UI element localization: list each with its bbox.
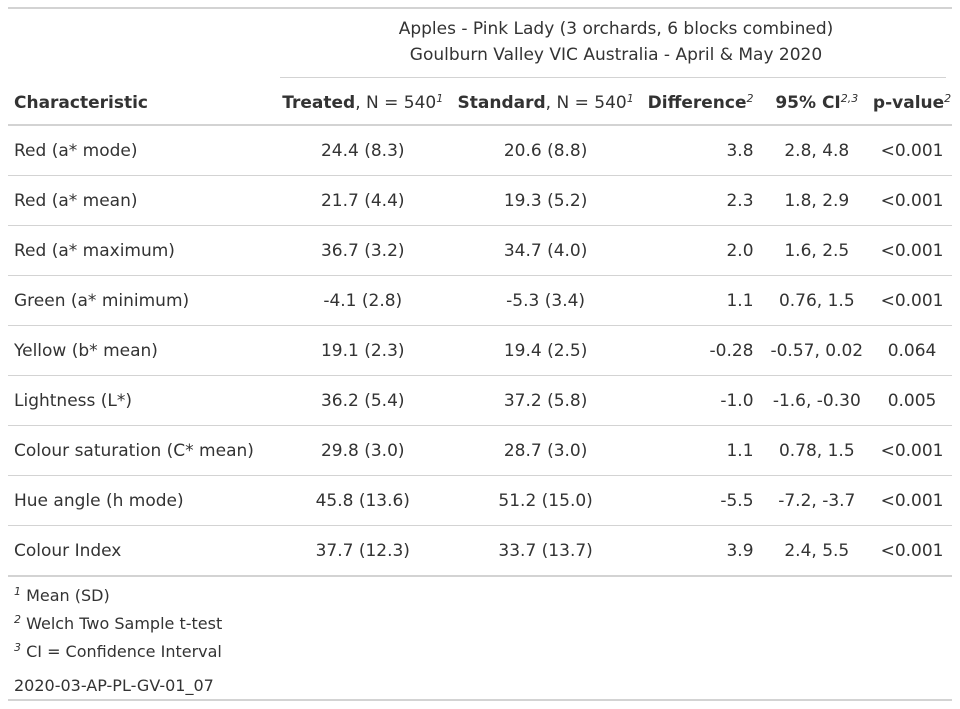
table-row: Red (a* maximum) 36.7 (3.2) 34.7 (4.0) 2… bbox=[8, 225, 952, 276]
cell-difference: -0.28 bbox=[640, 325, 762, 376]
table-row: Colour Index 37.7 (12.3) 33.7 (13.7) 3.9… bbox=[8, 525, 952, 577]
cell-difference: 1.1 bbox=[640, 275, 762, 326]
cell-standard: 28.7 (3.0) bbox=[451, 425, 641, 476]
spanner-line-2: Goulburn Valley VIC Australia - April & … bbox=[409, 45, 823, 65]
cell-pvalue: <0.001 bbox=[872, 525, 952, 577]
cell-ci: 0.76, 1.5 bbox=[761, 275, 873, 326]
cell-pvalue: <0.001 bbox=[872, 425, 952, 476]
header-pvalue: p-value2 bbox=[872, 82, 952, 126]
cell-characteristic: Hue angle (h mode) bbox=[8, 475, 275, 526]
cell-characteristic: Red (a* mean) bbox=[8, 175, 275, 226]
cell-characteristic: Green (a* minimum) bbox=[8, 275, 275, 326]
cell-treated: 36.7 (3.2) bbox=[274, 225, 452, 276]
footnote: 2 Welch Two Sample t-test bbox=[14, 613, 223, 633]
cell-treated: 24.4 (8.3) bbox=[274, 125, 452, 176]
cell-standard: 51.2 (15.0) bbox=[451, 475, 641, 526]
cell-difference: -5.5 bbox=[640, 475, 762, 526]
table-footnotes: 1 Mean (SD) 2 Welch Two Sample t-test 3 … bbox=[14, 582, 222, 700]
cell-treated: 45.8 (13.6) bbox=[274, 475, 452, 526]
header-ci: 95% CI2,3 bbox=[761, 82, 873, 126]
cell-ci: -7.2, -3.7 bbox=[761, 475, 873, 526]
cell-standard: 19.3 (5.2) bbox=[451, 175, 641, 226]
table-row: Yellow (b* mean) 19.1 (2.3) 19.4 (2.5) -… bbox=[8, 325, 952, 376]
cell-standard: 19.4 (2.5) bbox=[451, 325, 641, 376]
cell-treated: 37.7 (12.3) bbox=[274, 525, 452, 577]
cell-standard: -5.3 (3.4) bbox=[451, 275, 641, 326]
cell-pvalue: <0.001 bbox=[872, 175, 952, 226]
spanner-line-1: Apples - Pink Lady (3 orchards, 6 blocks… bbox=[398, 19, 834, 39]
cell-difference: 3.8 bbox=[640, 125, 762, 176]
table-row: Lightness (L*) 36.2 (5.4) 37.2 (5.8) -1.… bbox=[8, 375, 952, 426]
cell-ci: 2.4, 5.5 bbox=[761, 525, 873, 577]
cell-ci: 1.8, 2.9 bbox=[761, 175, 873, 226]
cell-pvalue: <0.001 bbox=[872, 475, 952, 526]
cell-ci: -0.57, 0.02 bbox=[761, 325, 873, 376]
cell-pvalue: <0.001 bbox=[872, 125, 952, 176]
cell-standard: 34.7 (4.0) bbox=[451, 225, 641, 276]
spanner-underline bbox=[280, 77, 946, 78]
cell-treated: 19.1 (2.3) bbox=[274, 325, 452, 376]
cell-ci: 2.8, 4.8 bbox=[761, 125, 873, 176]
table-row: Red (a* mean) 21.7 (4.4) 19.3 (5.2) 2.3 … bbox=[8, 175, 952, 226]
cell-pvalue: 0.064 bbox=[872, 325, 952, 376]
cell-pvalue: <0.001 bbox=[872, 275, 952, 326]
cell-characteristic: Red (a* maximum) bbox=[8, 225, 275, 276]
cell-characteristic: Colour Index bbox=[8, 525, 275, 577]
table-row: Colour saturation (C* mean) 29.8 (3.0) 2… bbox=[8, 425, 952, 476]
table-row: Hue angle (h mode) 45.8 (13.6) 51.2 (15.… bbox=[8, 475, 952, 526]
cell-treated: 36.2 (5.4) bbox=[274, 375, 452, 426]
results-table: Characteristic Treated, N = 5401 Standar… bbox=[8, 82, 952, 577]
cell-characteristic: Colour saturation (C* mean) bbox=[8, 425, 275, 476]
top-rule bbox=[8, 7, 952, 9]
cell-standard: 20.6 (8.8) bbox=[451, 125, 641, 176]
source-code: 2020-03-AP-PL-GV-01_07 bbox=[14, 676, 214, 695]
header-difference: Difference2 bbox=[640, 82, 762, 126]
cell-standard: 33.7 (13.7) bbox=[451, 525, 641, 577]
header-characteristic: Characteristic bbox=[8, 82, 275, 126]
column-spanner: Apples - Pink Lady (3 orchards, 6 blocks… bbox=[280, 16, 952, 68]
table-row: Red (a* mode) 24.4 (8.3) 20.6 (8.8) 3.8 … bbox=[8, 125, 952, 176]
cell-ci: -1.6, -0.30 bbox=[761, 375, 873, 426]
header-treated: Treated, N = 5401 bbox=[274, 82, 452, 126]
cell-treated: 21.7 (4.4) bbox=[274, 175, 452, 226]
cell-pvalue: <0.001 bbox=[872, 225, 952, 276]
cell-difference: 2.0 bbox=[640, 225, 762, 276]
table-row: Green (a* minimum) -4.1 (2.8) -5.3 (3.4)… bbox=[8, 275, 952, 326]
header-row: Characteristic Treated, N = 5401 Standar… bbox=[8, 82, 952, 126]
cell-difference: 2.3 bbox=[640, 175, 762, 226]
cell-difference: 3.9 bbox=[640, 525, 762, 577]
cell-ci: 0.78, 1.5 bbox=[761, 425, 873, 476]
header-standard: Standard, N = 5401 bbox=[451, 82, 641, 126]
cell-difference: 1.1 bbox=[640, 425, 762, 476]
cell-standard: 37.2 (5.8) bbox=[451, 375, 641, 426]
cell-characteristic: Yellow (b* mean) bbox=[8, 325, 275, 376]
bottom-rule bbox=[8, 699, 952, 701]
footnote: 3 CI = Confidence Interval bbox=[14, 641, 222, 661]
cell-treated: 29.8 (3.0) bbox=[274, 425, 452, 476]
cell-difference: -1.0 bbox=[640, 375, 762, 426]
cell-characteristic: Lightness (L*) bbox=[8, 375, 275, 426]
footnote: 1 Mean (SD) bbox=[14, 585, 110, 605]
cell-pvalue: 0.005 bbox=[872, 375, 952, 426]
cell-treated: -4.1 (2.8) bbox=[274, 275, 452, 326]
cell-characteristic: Red (a* mode) bbox=[8, 125, 275, 176]
cell-ci: 1.6, 2.5 bbox=[761, 225, 873, 276]
